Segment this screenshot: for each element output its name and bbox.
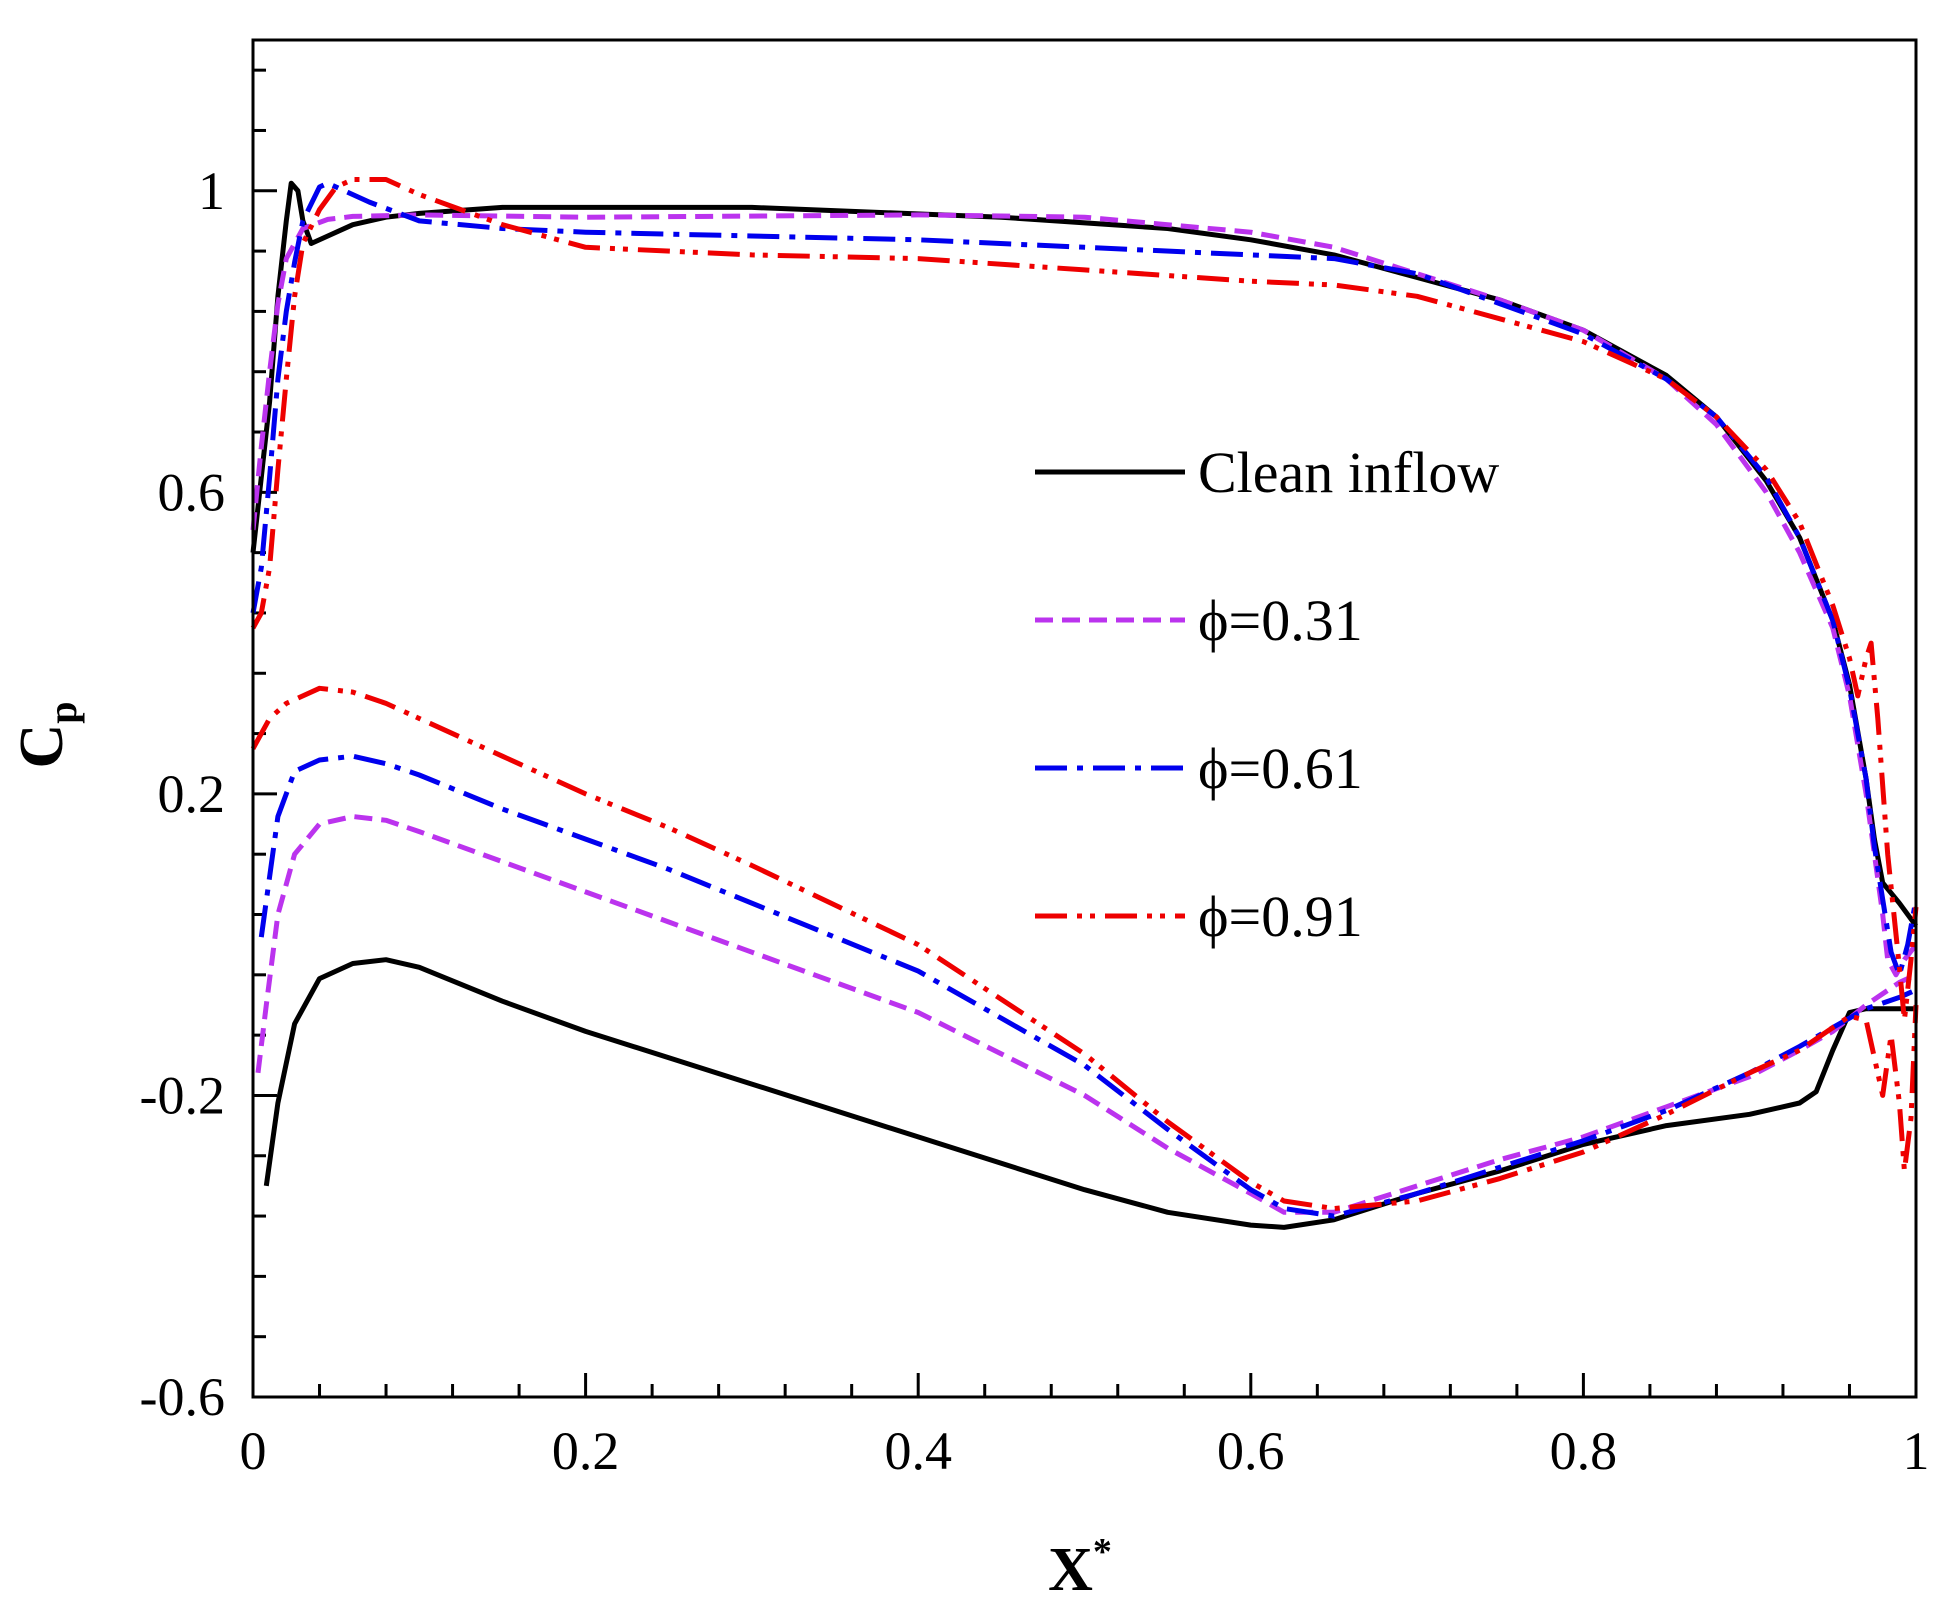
legend-label-clean-inflow: Clean inflow bbox=[1198, 440, 1499, 505]
y-tick-label: 1 bbox=[198, 161, 225, 221]
legend-entry-phi-061: ϕ=0.61 bbox=[1035, 736, 1363, 801]
series-layer bbox=[250, 177, 1919, 1230]
y-axis-title: Cp bbox=[8, 701, 85, 768]
legend-label-phi-061: ϕ=0.61 bbox=[1198, 736, 1363, 801]
x-tick-label: 0.4 bbox=[884, 1421, 952, 1481]
legend-label-phi-031: ϕ=0.31 bbox=[1198, 588, 1363, 653]
x-tick-labels: 0 0.2 0.4 0.6 0.8 1 bbox=[240, 1421, 1930, 1481]
x-tick-label: 0 bbox=[240, 1421, 267, 1481]
plot-frame bbox=[251, 38, 1918, 1399]
major-ticks bbox=[251, 189, 1918, 1399]
series-line-clean-inflow-lower bbox=[263, 957, 1916, 1230]
legend-entry-phi-091: ϕ=0.91 bbox=[1035, 884, 1363, 949]
x-axis-title-superscript: * bbox=[1093, 1531, 1112, 1573]
y-tick-label: -0.6 bbox=[140, 1367, 225, 1427]
series-line-phi-091-lower bbox=[250, 685, 1919, 1211]
series-line-phi-061-lower bbox=[258, 753, 1918, 1219]
legend-entry-phi-031: ϕ=0.31 bbox=[1035, 588, 1363, 653]
series-line-phi-091-upper bbox=[250, 177, 1919, 1023]
legend: Clean inflow ϕ=0.31 ϕ=0.61 ϕ=0.91 bbox=[1035, 440, 1499, 949]
x-tick-label: 0.2 bbox=[552, 1421, 620, 1481]
y-axis-title-subscript: p bbox=[40, 701, 85, 723]
y-tick-label: -0.2 bbox=[140, 1065, 225, 1125]
series-line-phi-061-upper bbox=[250, 180, 1919, 978]
x-tick-label: 0.6 bbox=[1217, 1421, 1285, 1481]
series-line-phi-031-lower bbox=[255, 814, 1918, 1215]
series-line-phi-031-upper bbox=[250, 212, 1918, 978]
y-tick-label: 0.6 bbox=[158, 462, 226, 522]
legend-entry-clean-inflow: Clean inflow bbox=[1035, 440, 1499, 505]
x-tick-label: 0.8 bbox=[1550, 1421, 1618, 1481]
x-tick-label: 1 bbox=[1903, 1421, 1930, 1481]
y-tick-label: 0.2 bbox=[158, 764, 226, 824]
y-tick-labels: -0.6 -0.2 0.2 0.6 1 bbox=[140, 161, 225, 1427]
x-axis-title-main: X bbox=[1048, 1536, 1093, 1604]
y-axis-title-main: C bbox=[8, 724, 76, 769]
minor-ticks bbox=[253, 68, 1851, 1397]
x-axis-title: X* bbox=[1048, 1531, 1112, 1604]
legend-label-phi-091: ϕ=0.91 bbox=[1198, 884, 1363, 949]
series-line-clean-inflow-upper bbox=[250, 180, 1919, 928]
